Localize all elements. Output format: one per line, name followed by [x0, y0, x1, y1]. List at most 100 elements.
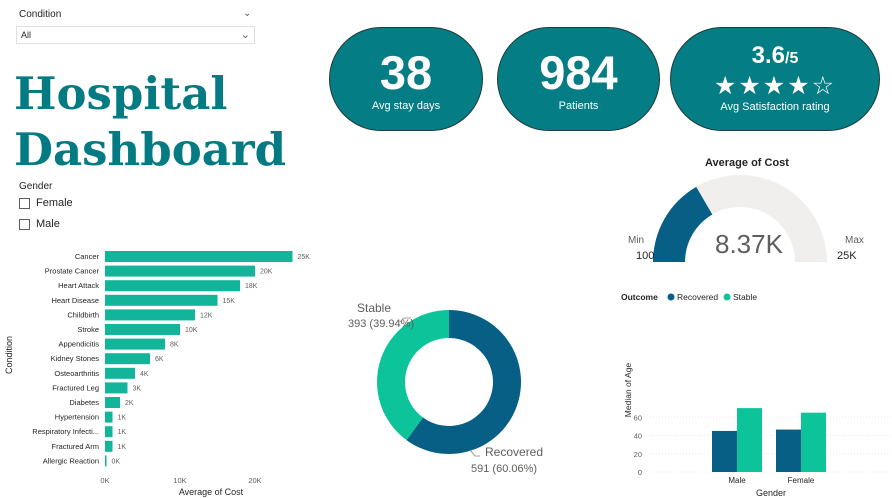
donut-label-name: Stable	[357, 301, 391, 315]
legend-label: Recovered	[677, 292, 718, 302]
bar-data-label: 18K	[245, 283, 258, 290]
bar	[105, 440, 113, 452]
cost-by-condition-bar-chart: Cancer 25K Prostate Cancer 20K Heart Attack 1…	[4, 251, 311, 497]
condition-slicer-title: Condition	[19, 9, 62, 20]
chevron-down-icon: ⌄	[240, 29, 250, 41]
bar	[105, 251, 293, 262]
bar-data-label: 1K	[118, 415, 127, 422]
dashboard-title-line2: Dashboard	[14, 123, 287, 176]
y-axis-title: Condition	[4, 336, 14, 374]
bar	[105, 324, 180, 335]
bar-data-label: 1K	[118, 429, 127, 436]
bar-data-label: 2K	[125, 400, 134, 407]
gauge-max-label: Max	[845, 235, 864, 246]
kpi-avg-stay-card: 38 Avg stay days	[329, 27, 483, 131]
bar	[105, 397, 120, 408]
y-tick-label: 40	[634, 432, 642, 441]
gauge-fill	[653, 186, 713, 262]
bar	[105, 294, 218, 306]
gender-option-female[interactable]: Female	[19, 197, 73, 209]
bar	[105, 309, 195, 321]
age-by-gender-column-chart: Outcome Recovered Stable 0 20 40 60 Male FemaleG…	[621, 292, 892, 498]
bar-category-label: Fractured Leg	[52, 383, 99, 392]
bar-category-label: Prostate Cancer	[45, 267, 100, 276]
bar-data-label: 1K	[118, 444, 127, 451]
column-bar	[801, 412, 826, 472]
gauge-value: 8.37K	[715, 229, 783, 259]
leader-line	[399, 317, 411, 323]
gender-option-male[interactable]: Male	[19, 218, 60, 230]
gauge-min-value: 100	[636, 250, 655, 262]
dashboard-title: Hospital Dashboard	[14, 66, 344, 178]
bar	[105, 382, 128, 394]
x-tick-label: 10K	[173, 476, 186, 485]
bar-data-label: 20K	[260, 269, 273, 276]
bar-data-label: 6K	[155, 356, 164, 363]
condition-dropdown[interactable]: All ⌄	[16, 26, 255, 44]
outcome-donut-chart: Stable 393 (39.94%) Recovered 591 (60.06%)	[348, 301, 543, 475]
donut-label-detail: 393 (39.94%)	[348, 318, 414, 330]
kpi-satisfaction-number: 3.6	[751, 42, 786, 69]
bar-category-label: Respiratory Infecti...	[32, 427, 99, 436]
bar-category-label: Childbirth	[67, 310, 99, 319]
bar	[105, 426, 113, 438]
kpi-patients-label: Patients	[558, 100, 599, 112]
x-tick-label: 0K	[100, 476, 109, 485]
kpi-satisfaction-label: Avg Satisfaction rating	[720, 101, 830, 113]
x-tick-label: 20K	[248, 476, 261, 485]
kpi-avg-stay-label: Avg stay days	[371, 100, 441, 112]
kpi-patients-value: 984	[539, 46, 618, 99]
bar	[105, 353, 150, 365]
kpi-satisfaction-denominator: /5	[785, 50, 799, 67]
condition-dropdown-value: All	[21, 30, 32, 40]
gender-option-label: Male	[36, 218, 60, 230]
bar	[105, 455, 107, 467]
kpi-avg-stay-value: 38	[379, 46, 433, 99]
legend-marker	[667, 293, 675, 301]
bar-data-label: 4K	[140, 371, 149, 378]
bar-data-label: 15K	[223, 298, 236, 305]
bar	[105, 411, 113, 423]
bar-category-label: Cancer	[75, 252, 100, 261]
x-tick-label: Male	[728, 476, 746, 485]
bar-category-label: Allergic Reaction	[43, 456, 99, 465]
donut-slice	[377, 310, 449, 441]
bar	[105, 367, 135, 379]
bar-data-label: 12K	[200, 312, 213, 319]
column-bar	[737, 408, 762, 472]
gender-option-label: Female	[36, 197, 73, 209]
x-tick-label: Female	[788, 476, 815, 485]
bar-category-label: Kidney Stones	[51, 354, 100, 363]
bar-category-label: Stroke	[77, 325, 99, 334]
x-axis-title: Average of Cost	[179, 487, 244, 497]
leader-line	[469, 449, 480, 457]
column-bar	[712, 430, 737, 472]
kpi-patients-card: 984 Patients	[497, 27, 660, 131]
bar-category-label: Heart Attack	[58, 281, 99, 290]
bar-data-label: 10K	[185, 327, 198, 334]
gauge-title: Average of Cost	[705, 157, 789, 169]
donut-slice	[406, 310, 521, 454]
donut-label-detail: 591 (60.06%)	[471, 463, 537, 475]
legend-label: Stable	[733, 292, 757, 302]
checkbox-icon[interactable]	[19, 197, 30, 209]
bar-data-label: 25K	[298, 254, 311, 261]
bar-category-label: Diabetes	[69, 398, 99, 407]
bar-category-label: Appendicitis	[59, 340, 100, 349]
donut-label-name: Recovered	[485, 445, 543, 459]
kpi-satisfaction-value: 3.6/5	[671, 42, 879, 73]
y-tick-label: 20	[634, 450, 642, 459]
bar-category-label: Fractured Arm	[51, 442, 99, 451]
checkbox-icon[interactable]	[19, 218, 30, 230]
bar	[105, 280, 240, 292]
star-rating-icon: ★★★★☆	[713, 72, 837, 100]
legend-title: Outcome	[621, 292, 658, 302]
gender-slicer-title: Gender	[19, 181, 53, 192]
bar	[105, 338, 165, 350]
bar	[105, 265, 255, 277]
dashboard-title-line1: Hospital	[14, 67, 228, 120]
bar-data-label: 3K	[133, 385, 142, 392]
gauge-min-label: Min	[628, 235, 645, 246]
chevron-down-icon[interactable]: ⌄	[243, 8, 252, 19]
legend-marker	[723, 293, 731, 301]
